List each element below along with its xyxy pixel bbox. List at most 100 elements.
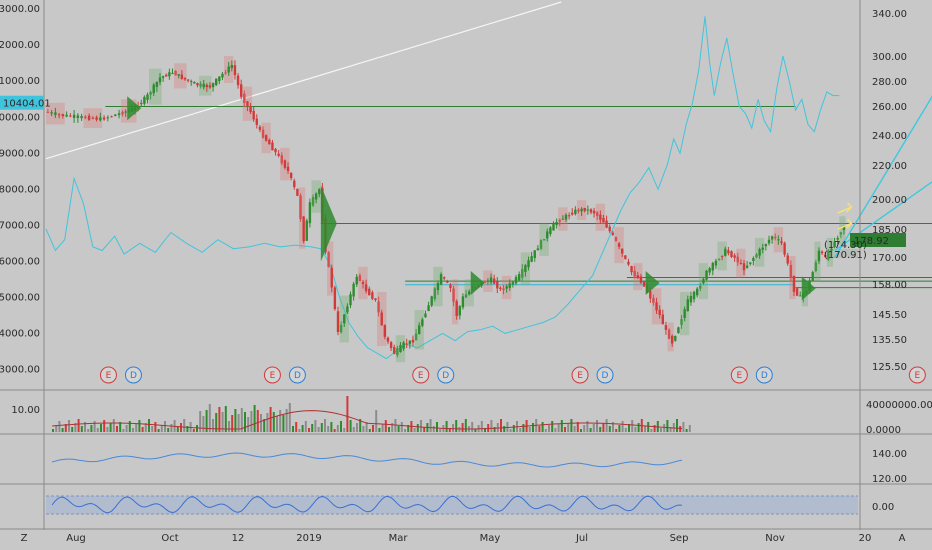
volume-bar — [154, 422, 157, 432]
volume-bar — [628, 424, 630, 432]
candle-body — [455, 301, 458, 317]
volume-bar — [183, 419, 186, 432]
candle-body — [180, 74, 184, 79]
candle-body — [799, 295, 802, 297]
volume-bar — [93, 421, 96, 432]
candle-body — [87, 115, 91, 120]
volume-bar — [71, 427, 74, 432]
candle-body — [736, 256, 739, 263]
volume-bar — [455, 420, 458, 432]
volume-bar — [250, 411, 253, 432]
volume-bar — [615, 429, 618, 432]
candle-body — [239, 84, 243, 97]
candle-body — [777, 239, 780, 241]
candle-body — [261, 129, 265, 138]
volume-bar — [90, 425, 93, 432]
right-axis-tick-label: 280.00 — [872, 77, 907, 88]
candle-body — [680, 319, 683, 325]
range-label-lower: (170.91) — [824, 250, 867, 261]
volume-bar — [317, 427, 320, 432]
candle-body — [183, 77, 187, 80]
candle-body — [792, 275, 796, 292]
compare-series-line[interactable] — [45, 16, 840, 360]
event-marker-circle[interactable] — [99, 366, 117, 384]
volume-bar — [624, 428, 627, 432]
event-marker-circle[interactable] — [412, 366, 430, 384]
event-marker-circle[interactable] — [437, 366, 455, 384]
trend-line[interactable] — [45, 1, 562, 160]
candle-body — [152, 84, 155, 94]
right-axis-tick-label: 135.50 — [872, 335, 907, 346]
candle-body — [346, 306, 349, 313]
event-marker-circle[interactable] — [263, 366, 281, 384]
candle-body — [705, 270, 708, 280]
candle-body — [174, 70, 177, 76]
volume-bar — [52, 429, 54, 432]
candle-body — [536, 248, 540, 251]
event-marker-circle[interactable] — [755, 366, 773, 384]
volume-bar — [64, 424, 67, 432]
left-axis-tick-label: 3000.00 — [0, 364, 40, 375]
signal-triangle-marker[interactable] — [470, 270, 485, 295]
volume-bar — [77, 419, 80, 432]
volume-bar — [349, 420, 352, 432]
volume-bar — [356, 423, 358, 432]
candle-body — [758, 249, 761, 256]
volume-bar — [84, 422, 86, 432]
volume-bar — [580, 429, 582, 432]
volume-bar — [605, 419, 608, 432]
candle-body — [343, 314, 346, 324]
candle-body — [639, 276, 643, 283]
candle-body — [505, 286, 508, 289]
left-axis-tick-label: 11000.00 — [0, 76, 40, 87]
right-axis-tick-label: 125.50 — [872, 362, 907, 373]
event-marker-circle[interactable] — [288, 366, 306, 384]
candle-body — [293, 180, 296, 188]
volume-bar — [61, 428, 64, 432]
signal-triangle-marker[interactable] — [320, 185, 337, 262]
candle-body — [633, 270, 636, 277]
candle-body — [708, 268, 711, 273]
volume-bar — [519, 428, 522, 432]
candle-body — [149, 92, 152, 95]
signal-triangle-marker[interactable] — [645, 270, 660, 295]
volume-bar — [80, 426, 83, 432]
candle-body — [642, 281, 646, 287]
volume-left-label: 10.00 — [11, 405, 40, 416]
event-marker-circle[interactable] — [730, 366, 748, 384]
candle-body — [724, 248, 727, 256]
volume-bar — [548, 425, 550, 432]
candle-body — [795, 288, 799, 296]
projection-arrow-line[interactable] — [833, 13, 932, 259]
volume-bar — [413, 428, 416, 432]
volume-bar — [538, 426, 541, 432]
signal-triangle-marker[interactable] — [801, 276, 816, 301]
volume-bar — [429, 419, 432, 432]
candle-body — [408, 340, 412, 345]
candle-body — [393, 347, 396, 354]
volume-bar — [234, 409, 237, 432]
event-marker-circle[interactable] — [596, 366, 614, 384]
volume-bar — [551, 421, 554, 432]
event-marker-circle[interactable] — [571, 366, 589, 384]
volume-bar — [343, 428, 346, 432]
candle-body — [221, 73, 224, 78]
signal-triangle-marker[interactable] — [127, 96, 142, 121]
candle-body — [186, 79, 190, 81]
volume-right-label: 40000000.0000 — [866, 400, 932, 411]
volume-bar — [496, 423, 499, 432]
volume-bar — [480, 421, 483, 432]
candle-body — [411, 339, 415, 343]
volume-bar — [170, 424, 173, 432]
event-marker-circle[interactable] — [124, 366, 142, 384]
volume-bar — [487, 424, 490, 432]
right-axis-tick-label: 200.00 — [872, 195, 907, 206]
volume-bar — [74, 423, 77, 432]
event-marker-circle[interactable] — [908, 366, 926, 384]
candle-body — [514, 277, 518, 284]
x-axis-tick-label: 12 — [232, 533, 245, 544]
event-marker-label: E — [577, 371, 583, 381]
